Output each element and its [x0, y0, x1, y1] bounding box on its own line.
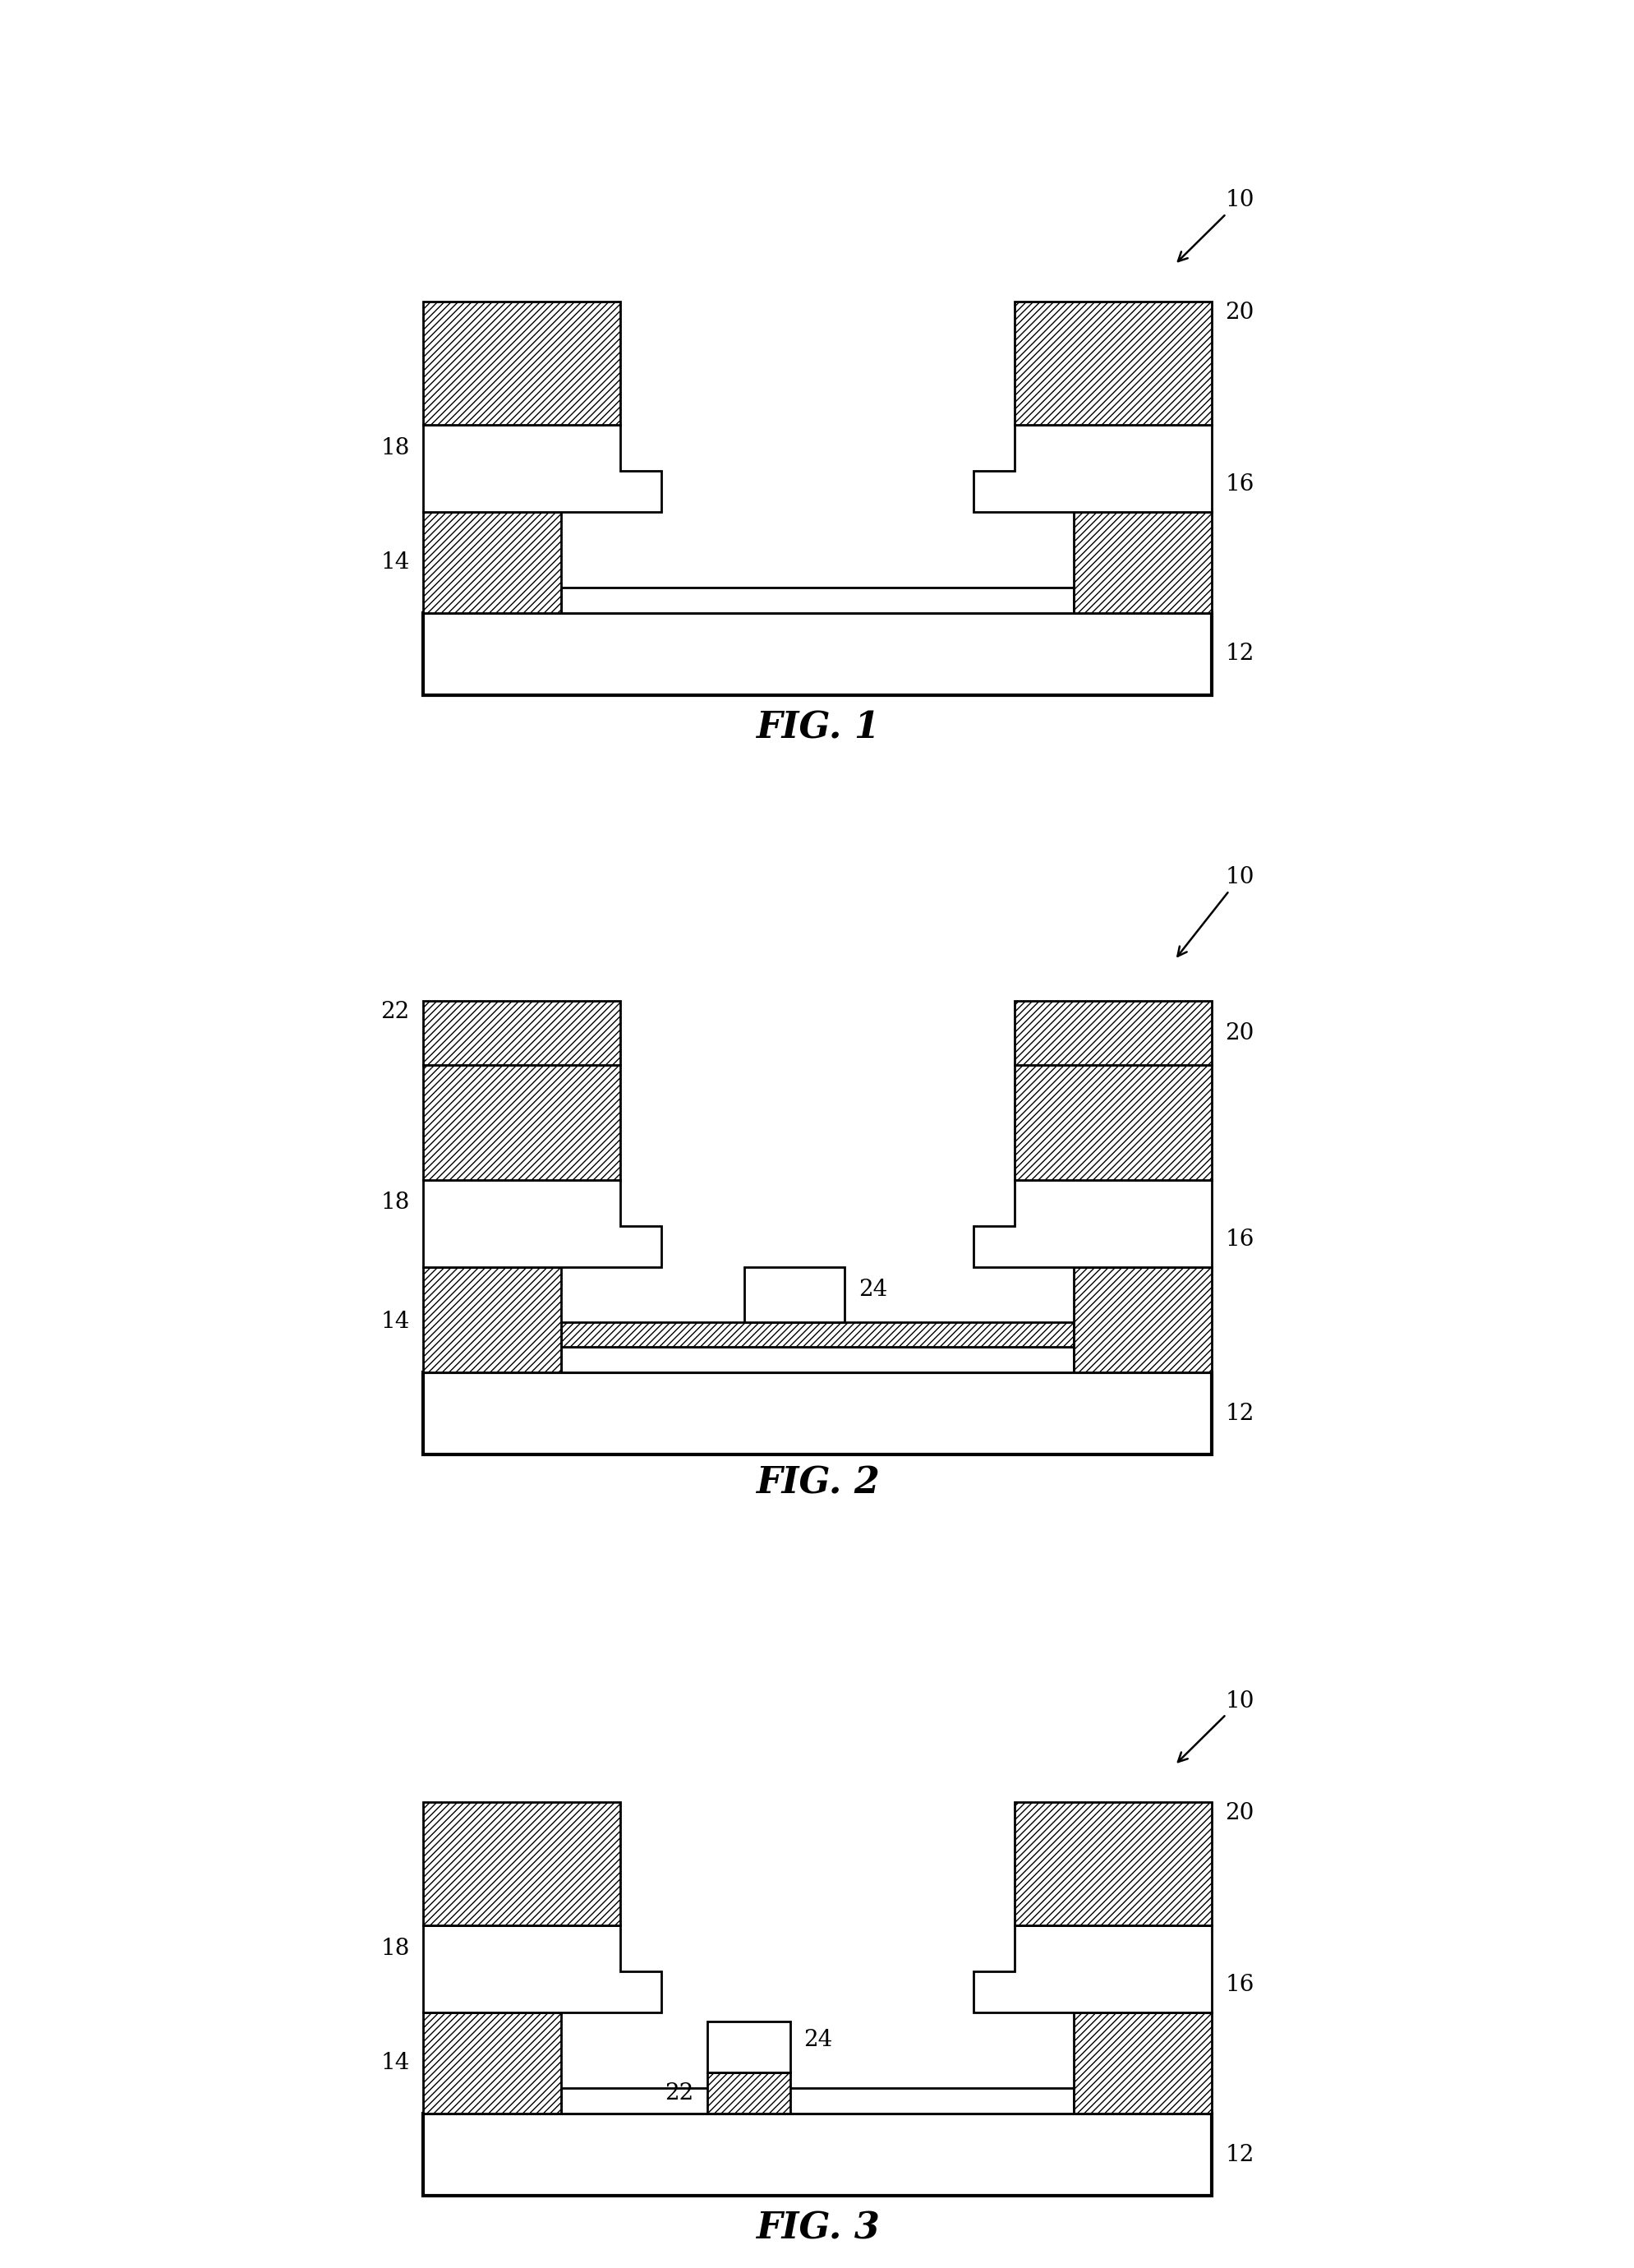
- Text: 16: 16: [1224, 474, 1253, 497]
- Polygon shape: [708, 2021, 789, 2073]
- Polygon shape: [1013, 302, 1211, 424]
- Text: 10: 10: [1178, 1690, 1253, 1762]
- Polygon shape: [972, 1926, 1211, 2012]
- Text: 12: 12: [1224, 2143, 1253, 2166]
- Text: 12: 12: [1224, 642, 1253, 665]
- Polygon shape: [423, 1801, 621, 1926]
- Text: 10: 10: [1176, 866, 1253, 957]
- Polygon shape: [423, 424, 662, 513]
- Polygon shape: [560, 1322, 1074, 1347]
- Polygon shape: [560, 2089, 1074, 2114]
- Polygon shape: [1013, 1000, 1211, 1066]
- Polygon shape: [423, 1372, 1211, 1454]
- Text: 14: 14: [381, 2053, 410, 2075]
- Text: 20: 20: [1224, 1023, 1253, 1043]
- Text: 22: 22: [381, 1000, 410, 1023]
- Polygon shape: [423, 1179, 662, 1268]
- Text: 18: 18: [381, 438, 410, 458]
- Text: FIG. 1: FIG. 1: [755, 710, 879, 746]
- Text: 18: 18: [381, 1191, 410, 1213]
- Polygon shape: [423, 612, 1211, 696]
- Text: 14: 14: [381, 1311, 410, 1334]
- Polygon shape: [1074, 1268, 1211, 1372]
- Text: 20: 20: [1224, 1801, 1253, 1823]
- Polygon shape: [423, 2012, 560, 2114]
- Polygon shape: [423, 1268, 560, 1372]
- Text: 16: 16: [1224, 1973, 1253, 1996]
- Polygon shape: [972, 1179, 1211, 1268]
- Text: 24: 24: [858, 1279, 887, 1302]
- Polygon shape: [1013, 1066, 1211, 1179]
- Text: 14: 14: [381, 551, 410, 574]
- Polygon shape: [1013, 1801, 1211, 1926]
- Text: FIG. 3: FIG. 3: [755, 2211, 879, 2245]
- Polygon shape: [423, 1000, 621, 1066]
- Text: FIG. 2: FIG. 2: [755, 1465, 879, 1501]
- Polygon shape: [423, 302, 621, 424]
- Text: 24: 24: [804, 2030, 832, 2050]
- Polygon shape: [423, 1926, 662, 2012]
- Polygon shape: [423, 1066, 621, 1179]
- Text: 20: 20: [1224, 302, 1253, 324]
- Polygon shape: [423, 2114, 1211, 2195]
- Polygon shape: [560, 587, 1074, 612]
- Polygon shape: [423, 513, 560, 612]
- Text: 12: 12: [1224, 1402, 1253, 1424]
- Polygon shape: [1074, 2012, 1211, 2114]
- Text: 16: 16: [1224, 1229, 1253, 1250]
- Text: 18: 18: [381, 1937, 410, 1960]
- Text: 10: 10: [1178, 188, 1253, 261]
- Text: 22: 22: [665, 2082, 693, 2105]
- Polygon shape: [1074, 513, 1211, 612]
- Polygon shape: [708, 2073, 789, 2114]
- Polygon shape: [560, 1347, 1074, 1372]
- Polygon shape: [743, 1268, 845, 1322]
- Polygon shape: [972, 424, 1211, 513]
